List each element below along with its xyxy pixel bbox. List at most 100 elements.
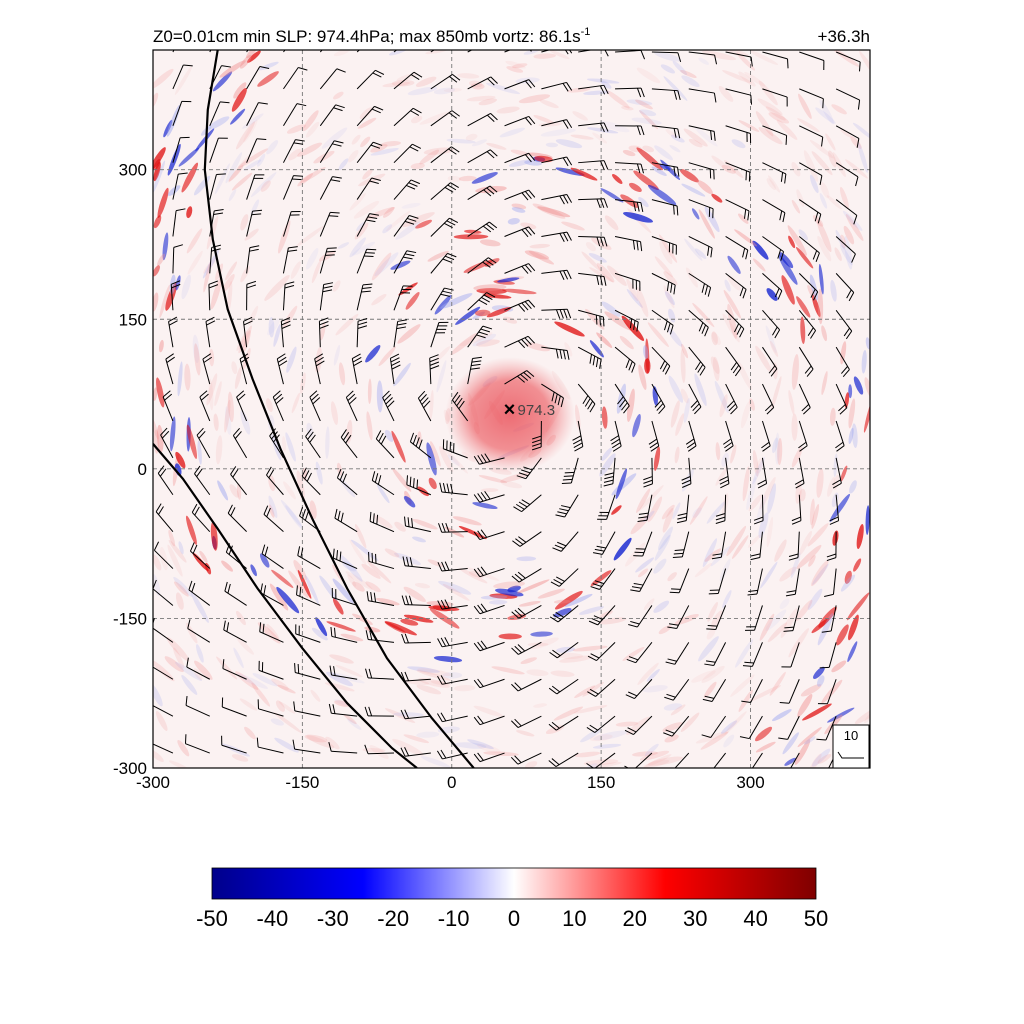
wind-barb-staff bbox=[792, 605, 800, 631]
wind-barb-staff bbox=[725, 309, 745, 330]
wind-barb-staff bbox=[601, 531, 616, 555]
wind-barb-staff bbox=[155, 511, 174, 532]
wind-barb-feather bbox=[374, 473, 379, 483]
wind-barb-feather bbox=[444, 636, 450, 646]
vorticity-patch bbox=[257, 153, 266, 167]
vorticity-patch bbox=[840, 128, 852, 138]
wind-barb-staff bbox=[356, 69, 376, 90]
wind-barb-feather bbox=[761, 441, 770, 449]
vorticity-patch bbox=[700, 731, 729, 750]
wind-barb-staff bbox=[430, 217, 450, 237]
vorticity-patch bbox=[545, 142, 559, 148]
vorticity-patch bbox=[724, 711, 747, 735]
wind-barb-feather bbox=[742, 289, 747, 299]
vorticity-patch bbox=[479, 239, 501, 247]
wind-barb-feather bbox=[149, 733, 150, 742]
wind-barb-feather bbox=[448, 148, 457, 155]
vorticity-patch bbox=[857, 142, 868, 173]
wind-barb-staff bbox=[577, 420, 584, 447]
vorticity-patch bbox=[153, 554, 162, 571]
vorticity-patch bbox=[167, 185, 181, 196]
vorticity-patch bbox=[174, 581, 189, 597]
wind-barb-staff bbox=[835, 420, 845, 446]
vorticity-patch bbox=[723, 734, 735, 748]
wind-barb-staff bbox=[762, 51, 788, 60]
wind-barb-staff bbox=[170, 284, 174, 311]
vorticity-patch bbox=[781, 275, 795, 305]
wind-barb-feather bbox=[630, 620, 640, 625]
wind-barb-feather bbox=[473, 753, 481, 762]
y-tick-label: 0 bbox=[138, 460, 147, 479]
wind-barb-feather bbox=[723, 438, 732, 445]
wind-barb-staff bbox=[479, 531, 505, 541]
wind-barb-feather bbox=[640, 87, 645, 98]
vorticity-patch bbox=[598, 617, 627, 625]
wind-barb-feather bbox=[701, 283, 705, 293]
wind-barb-feather bbox=[226, 622, 230, 632]
wind-barb-feather bbox=[592, 552, 603, 555]
wind-barb-feather bbox=[715, 520, 726, 524]
wind-barb-feather bbox=[677, 516, 687, 520]
wind-barb-feather bbox=[387, 400, 395, 408]
wind-barb-feather bbox=[482, 261, 491, 268]
wind-barb-feather bbox=[440, 293, 450, 297]
wind-barb-feather bbox=[430, 365, 440, 370]
wind-barb-feather bbox=[448, 112, 457, 119]
vorticity-patch bbox=[236, 483, 242, 500]
wind-barb-feather bbox=[704, 663, 714, 666]
vorticity-patch bbox=[570, 167, 598, 181]
vorticity-patch bbox=[698, 57, 709, 65]
vorticity-patch bbox=[507, 585, 521, 593]
vorticity-patch bbox=[291, 392, 301, 414]
wind-barb-feather bbox=[281, 324, 291, 329]
wind-barb-feather bbox=[192, 544, 198, 554]
wind-barb-feather bbox=[368, 706, 373, 717]
vorticity-patch bbox=[738, 71, 756, 87]
vorticity-patch bbox=[353, 200, 380, 219]
vorticity-patch bbox=[680, 712, 700, 733]
wind-barb-feather bbox=[377, 475, 382, 485]
vorticity-patch bbox=[361, 563, 381, 579]
wind-barb-feather bbox=[478, 331, 488, 336]
wind-barb-staff bbox=[382, 397, 395, 422]
wind-barb-staff bbox=[835, 162, 859, 178]
wind-barb-feather bbox=[185, 695, 188, 706]
wind-barb-staff bbox=[260, 592, 284, 606]
wind-barb-feather bbox=[714, 54, 718, 65]
wind-barb-feather bbox=[437, 562, 443, 572]
vorticity-patch bbox=[636, 147, 663, 171]
wind-barb-feather bbox=[243, 320, 253, 326]
wind-barb-feather bbox=[839, 407, 848, 415]
vorticity-patch bbox=[754, 726, 773, 742]
wind-barb-feather bbox=[236, 390, 245, 398]
vorticity-patch bbox=[516, 579, 550, 594]
wind-barb-staff bbox=[393, 215, 410, 237]
wind-barb-staff bbox=[393, 321, 399, 348]
vorticity-patch bbox=[724, 279, 731, 292]
vorticity-patch bbox=[455, 742, 487, 749]
wind-barb-feather bbox=[305, 428, 312, 437]
wind-barb-feather bbox=[416, 479, 419, 490]
vorticity-patch bbox=[714, 380, 729, 414]
vorticity-patch bbox=[383, 207, 395, 218]
vorticity-patch bbox=[458, 525, 487, 540]
wind-barb-staff bbox=[761, 383, 775, 408]
vorticity-patch bbox=[811, 503, 820, 529]
wind-barb-feather bbox=[666, 323, 671, 333]
vorticity-patch bbox=[654, 256, 673, 278]
wind-barb-feather bbox=[603, 276, 607, 286]
wind-barb-staff bbox=[788, 679, 800, 704]
vorticity-patch bbox=[564, 342, 573, 357]
wind-barb-feather bbox=[664, 365, 671, 375]
colorbar-tick: -20 bbox=[377, 906, 409, 931]
wind-barb-feather bbox=[486, 187, 495, 195]
vorticity-patch bbox=[752, 258, 766, 272]
wind-barb-staff bbox=[154, 549, 174, 569]
vorticity-patch bbox=[444, 449, 469, 474]
vorticity-patch bbox=[233, 82, 247, 99]
vorticity-patch bbox=[488, 600, 508, 605]
vorticity-patch bbox=[266, 623, 280, 640]
vorticity-patch bbox=[811, 560, 829, 587]
vorticity-patch bbox=[206, 373, 218, 406]
wind-barb-feather bbox=[566, 194, 573, 203]
